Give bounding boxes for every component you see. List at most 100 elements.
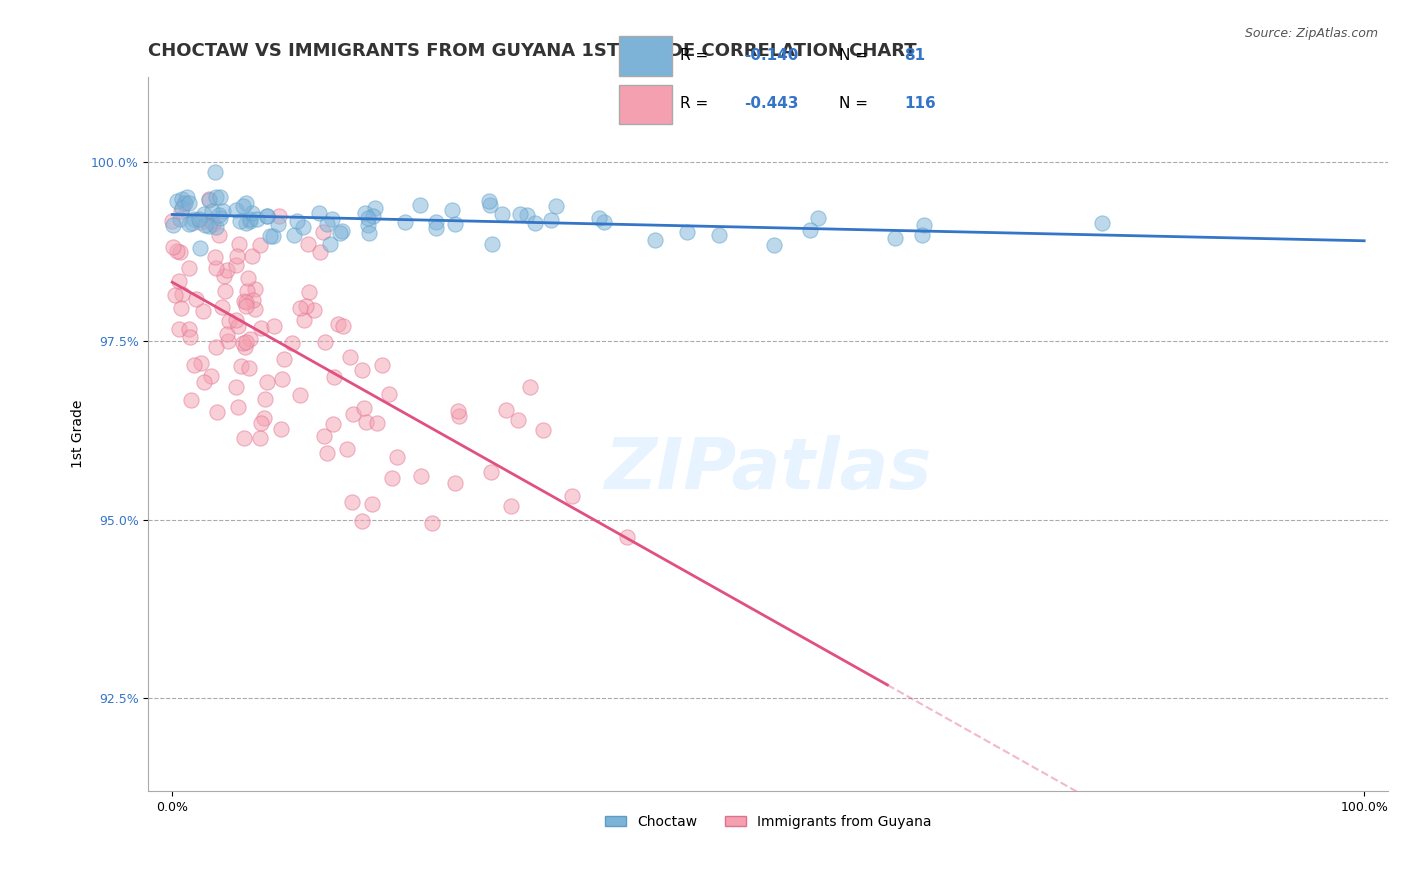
Point — [212, 203, 235, 218]
Text: R =: R = — [681, 96, 713, 112]
Point — [540, 213, 562, 227]
Text: Source: ZipAtlas.com: Source: ZipAtlas.com — [1244, 27, 1378, 40]
Point — [229, 214, 252, 228]
Point — [162, 240, 184, 254]
Point — [249, 321, 271, 335]
Point — [226, 319, 249, 334]
Point — [167, 322, 190, 336]
Point — [361, 497, 384, 511]
Point — [162, 218, 184, 232]
Point — [190, 356, 212, 370]
Y-axis label: 1st Grade: 1st Grade — [72, 400, 86, 468]
Point — [340, 494, 363, 508]
Point — [312, 429, 335, 443]
Point — [1091, 216, 1114, 230]
Point — [184, 292, 207, 306]
Point — [322, 369, 344, 384]
Point — [314, 334, 336, 349]
Point — [169, 211, 191, 226]
Point — [259, 228, 281, 243]
Point — [167, 274, 190, 288]
Point — [283, 228, 305, 243]
Point — [422, 516, 444, 531]
Point — [243, 281, 266, 295]
Point — [394, 215, 416, 229]
Point — [290, 301, 312, 316]
Point — [166, 244, 188, 259]
Point — [884, 231, 907, 245]
Legend: Choctaw, Immigrants from Guyana: Choctaw, Immigrants from Guyana — [599, 809, 936, 834]
Point — [238, 271, 260, 285]
Point — [198, 192, 221, 206]
Point — [197, 219, 219, 234]
Point — [378, 386, 401, 401]
Point — [288, 387, 311, 401]
Point — [187, 212, 209, 227]
Point — [233, 431, 256, 445]
Text: -0.140: -0.140 — [745, 48, 799, 63]
Point — [285, 214, 308, 228]
Point — [256, 209, 278, 223]
Point — [308, 244, 330, 259]
Point — [339, 350, 361, 364]
Point — [253, 411, 276, 425]
Point — [239, 214, 262, 228]
Point — [240, 206, 263, 220]
Point — [322, 417, 344, 431]
Point — [319, 237, 342, 252]
Point — [357, 211, 380, 225]
Point — [176, 189, 198, 203]
Point — [262, 228, 284, 243]
Point — [193, 304, 215, 318]
Point — [254, 392, 277, 406]
Point — [228, 237, 250, 252]
Point — [197, 193, 219, 207]
Point — [297, 237, 319, 252]
Point — [312, 225, 335, 239]
Point — [172, 192, 194, 206]
Point — [443, 217, 465, 231]
Point — [170, 204, 193, 219]
Point — [214, 284, 236, 298]
Point — [292, 313, 315, 327]
Point — [225, 258, 247, 272]
Point — [232, 335, 254, 350]
Point — [478, 194, 501, 208]
Point — [249, 238, 271, 252]
Point — [166, 194, 188, 209]
Text: N =: N = — [839, 48, 873, 63]
Point — [200, 369, 222, 384]
Text: ZIPatlas: ZIPatlas — [605, 435, 932, 504]
Point — [481, 237, 503, 252]
FancyBboxPatch shape — [619, 37, 672, 76]
Point — [177, 218, 200, 232]
Point — [270, 371, 292, 385]
Point — [356, 415, 378, 429]
Text: -0.443: -0.443 — [745, 96, 799, 112]
Point — [177, 196, 200, 211]
Point — [243, 302, 266, 317]
Point — [208, 208, 231, 222]
Point — [165, 288, 187, 302]
Point — [298, 285, 321, 300]
Point — [447, 404, 470, 418]
Point — [239, 332, 262, 346]
Point — [205, 405, 228, 419]
Point — [441, 202, 464, 217]
Point — [235, 340, 257, 354]
Point — [523, 216, 546, 230]
Point — [256, 210, 278, 224]
Point — [249, 431, 271, 445]
Point — [256, 375, 278, 389]
Point — [531, 424, 554, 438]
Point — [361, 209, 384, 223]
Point — [217, 334, 239, 349]
Point — [200, 214, 222, 228]
Point — [336, 442, 359, 456]
Point — [350, 363, 373, 377]
Point — [352, 514, 374, 528]
Point — [269, 209, 291, 223]
Point — [225, 312, 247, 326]
Point — [302, 302, 325, 317]
Point — [291, 220, 314, 235]
